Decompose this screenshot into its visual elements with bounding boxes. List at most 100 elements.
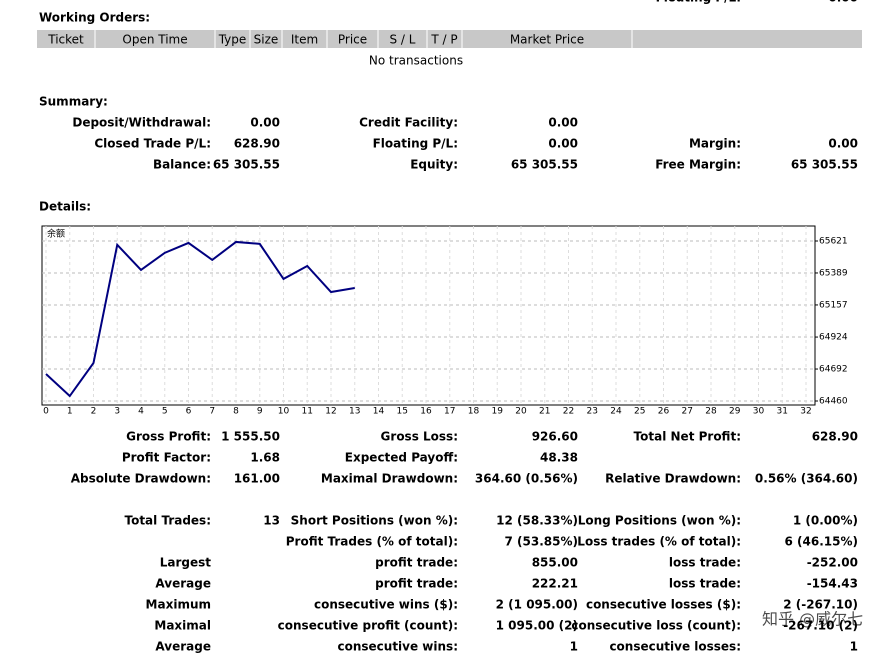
section-title: Details: bbox=[39, 200, 91, 214]
x-tick-label: 26 bbox=[658, 407, 670, 417]
value: 1 555.50 bbox=[221, 430, 280, 444]
value: 6 (46.15%) bbox=[785, 535, 858, 549]
column-header: Item bbox=[291, 33, 318, 47]
x-tick-label: 13 bbox=[349, 407, 360, 417]
label: profit trade: bbox=[375, 556, 458, 570]
y-tick-label: 65157 bbox=[819, 300, 848, 310]
value: 48.38 bbox=[540, 451, 578, 465]
value: 855.00 bbox=[532, 556, 578, 570]
label: Expected Payoff: bbox=[345, 451, 458, 465]
label: Floating P/L: bbox=[373, 137, 458, 151]
value: 926.60 bbox=[532, 430, 578, 444]
label: consecutive losses ($): bbox=[586, 598, 741, 612]
value: 2 (-267.10) bbox=[783, 598, 858, 612]
x-tick-label: 3 bbox=[114, 407, 120, 417]
label: Long Positions (won %): bbox=[578, 514, 741, 528]
label: Floating P/L: bbox=[656, 0, 741, 5]
x-tick-label: 27 bbox=[682, 407, 693, 417]
label: Deposit/Withdrawal: bbox=[72, 116, 211, 130]
label: profit trade: bbox=[375, 577, 458, 591]
label: Balance: bbox=[153, 158, 211, 172]
column-header: Ticket bbox=[47, 33, 84, 47]
value: 7 (53.85%) bbox=[505, 535, 578, 549]
label: Margin: bbox=[689, 137, 741, 151]
x-tick-label: 19 bbox=[492, 407, 504, 417]
x-tick-label: 16 bbox=[420, 407, 432, 417]
column-header: Type bbox=[218, 33, 247, 47]
label: Total Trades: bbox=[124, 514, 211, 528]
value: 222.21 bbox=[532, 577, 578, 591]
label: consecutive wins ($): bbox=[314, 598, 458, 612]
label: consecutive wins: bbox=[337, 640, 458, 654]
x-tick-label: 5 bbox=[162, 407, 168, 417]
label: Free Margin: bbox=[655, 158, 741, 172]
x-tick-label: 15 bbox=[397, 407, 408, 417]
x-tick-label: 11 bbox=[302, 407, 313, 417]
x-tick-label: 20 bbox=[515, 407, 527, 417]
x-tick-label: 8 bbox=[233, 407, 239, 417]
column-header: Size bbox=[254, 33, 279, 47]
x-tick-label: 2 bbox=[91, 407, 97, 417]
section-title: Summary: bbox=[39, 95, 108, 109]
label: Total Net Profit: bbox=[634, 430, 741, 444]
label: Closed Trade P/L: bbox=[94, 137, 211, 151]
value: 1 (0.00%) bbox=[793, 514, 858, 528]
value: 161.00 bbox=[234, 472, 280, 486]
label: Maximal Drawdown: bbox=[321, 472, 458, 486]
value: 13 bbox=[263, 514, 280, 528]
empty-message: No transactions bbox=[369, 54, 463, 68]
value: -267.10 (2) bbox=[783, 619, 858, 633]
label: Largest bbox=[160, 556, 212, 570]
x-tick-label: 30 bbox=[753, 407, 765, 417]
value: 1 095.00 (2) bbox=[496, 619, 578, 633]
label: consecutive loss (count): bbox=[571, 619, 741, 633]
x-tick-label: 25 bbox=[634, 407, 645, 417]
x-tick-label: 14 bbox=[373, 407, 385, 417]
value: 0.00 bbox=[828, 0, 858, 5]
y-tick-label: 65621 bbox=[819, 237, 848, 247]
value: 65 305.55 bbox=[511, 158, 578, 172]
value: 0.00 bbox=[250, 116, 280, 130]
value: 12 (58.33%) bbox=[496, 514, 578, 528]
label: Short Positions (won %): bbox=[291, 514, 458, 528]
x-tick-label: 23 bbox=[587, 407, 598, 417]
label: Profit Trades (% of total): bbox=[286, 535, 458, 549]
label: Relative Drawdown: bbox=[605, 472, 741, 486]
chart-frame bbox=[41, 225, 816, 406]
value: 0.00 bbox=[548, 137, 578, 151]
label: consecutive profit (count): bbox=[278, 619, 458, 633]
x-tick-label: 12 bbox=[325, 407, 336, 417]
value: 1.68 bbox=[250, 451, 280, 465]
x-tick-label: 1 bbox=[67, 407, 73, 417]
section-title: Working Orders: bbox=[39, 11, 150, 25]
label: Equity: bbox=[410, 158, 458, 172]
column-header: S / L bbox=[390, 33, 416, 47]
value: 2 (1 095.00) bbox=[496, 598, 578, 612]
x-tick-label: 6 bbox=[186, 407, 192, 417]
label: Gross Profit: bbox=[126, 430, 211, 444]
label: loss trade: bbox=[669, 577, 741, 591]
table-header bbox=[37, 30, 862, 48]
x-tick-label: 4 bbox=[138, 407, 144, 417]
x-tick-label: 17 bbox=[444, 407, 455, 417]
value: 364.60 (0.56%) bbox=[475, 472, 578, 486]
x-tick-label: 10 bbox=[278, 407, 290, 417]
x-tick-label: 9 bbox=[257, 407, 263, 417]
label: consecutive losses: bbox=[609, 640, 741, 654]
column-header: Market Price bbox=[510, 33, 584, 47]
value: 65 305.55 bbox=[791, 158, 858, 172]
x-tick-label: 0 bbox=[43, 407, 49, 417]
label: Average bbox=[155, 640, 211, 654]
legend-label: 余额 bbox=[47, 228, 65, 240]
label: Loss trades (% of total): bbox=[577, 535, 741, 549]
y-tick-label: 64692 bbox=[819, 365, 848, 375]
x-tick-label: 22 bbox=[563, 407, 574, 417]
label: Gross Loss: bbox=[381, 430, 458, 444]
value: 0.56% (364.60) bbox=[755, 472, 858, 486]
value: -252.00 bbox=[807, 556, 858, 570]
x-tick-label: 7 bbox=[209, 407, 215, 417]
watermark: 知乎 @威尔七 bbox=[762, 610, 863, 629]
label: Maximum bbox=[146, 598, 211, 612]
label: Absolute Drawdown: bbox=[71, 472, 211, 486]
